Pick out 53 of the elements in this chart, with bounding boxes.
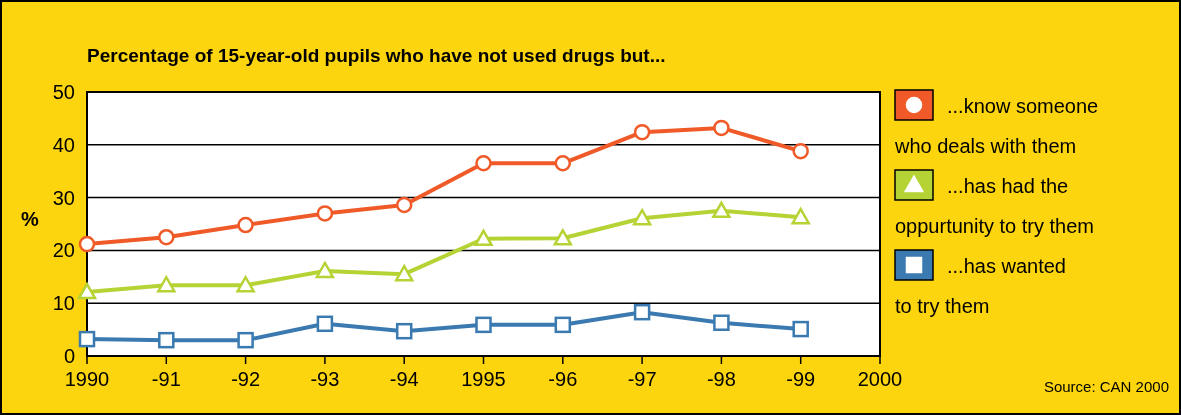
point bbox=[77, 282, 97, 300]
x-tick-label: -98 bbox=[706, 368, 736, 390]
point bbox=[316, 315, 334, 333]
legend-label: ...know someone who deals with them bbox=[894, 95, 1099, 157]
y-tick-label: 50 bbox=[52, 81, 75, 103]
point bbox=[792, 142, 809, 160]
y-tick-label: 40 bbox=[52, 133, 75, 156]
point bbox=[315, 261, 335, 279]
point bbox=[712, 201, 731, 219]
point bbox=[237, 331, 254, 349]
x-tick-label: -96 bbox=[548, 368, 578, 390]
point bbox=[554, 155, 572, 172]
legend-label: ...has wanted to try them bbox=[895, 255, 1066, 317]
point bbox=[792, 320, 809, 338]
y-tick-label: 30 bbox=[52, 186, 75, 209]
chart-title: Percentage of 15-year-old pupils who have not used drugs but... bbox=[87, 45, 666, 66]
x-tick-label: -97 bbox=[627, 368, 657, 390]
point bbox=[713, 119, 730, 137]
x-tick-label: -93 bbox=[310, 368, 340, 390]
point bbox=[633, 303, 651, 321]
y-axis-title: % bbox=[21, 208, 40, 230]
point bbox=[475, 316, 492, 334]
y-tick-label: 10 bbox=[52, 292, 75, 315]
point bbox=[553, 229, 573, 246]
point bbox=[632, 208, 652, 226]
x-tick-label: -92 bbox=[231, 368, 261, 390]
x-tick-label: -91 bbox=[151, 368, 181, 390]
point bbox=[157, 276, 176, 293]
point bbox=[395, 322, 413, 340]
point bbox=[394, 264, 414, 282]
point bbox=[395, 196, 413, 214]
point bbox=[633, 123, 651, 141]
y-tick-label: 20 bbox=[52, 239, 75, 262]
point bbox=[791, 207, 810, 225]
legend-label: ...has had the oppurtunity to try them bbox=[895, 175, 1094, 237]
point bbox=[158, 331, 175, 349]
source-note: Source: CAN 2000 bbox=[1043, 378, 1169, 395]
point bbox=[474, 229, 493, 247]
point bbox=[78, 330, 96, 348]
x-tick-label: -99 bbox=[786, 368, 816, 390]
point bbox=[237, 216, 254, 234]
point bbox=[554, 316, 572, 334]
x-tick-label: 2000 bbox=[857, 368, 903, 390]
y-tick-label: 0 bbox=[63, 345, 75, 367]
x-tick-label: 1990 bbox=[64, 368, 110, 390]
point bbox=[316, 205, 334, 222]
point bbox=[158, 228, 175, 246]
x-tick-label: -94 bbox=[389, 368, 419, 390]
point bbox=[475, 155, 492, 172]
point bbox=[78, 235, 96, 253]
point bbox=[713, 314, 730, 331]
point bbox=[236, 276, 255, 293]
x-tick-label: 1995 bbox=[461, 368, 506, 390]
